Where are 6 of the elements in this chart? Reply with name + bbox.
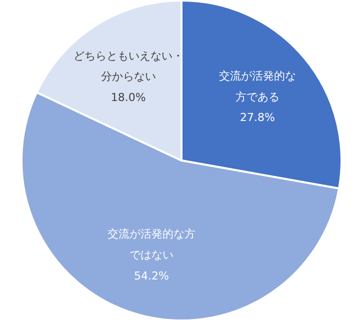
slice-label: 交流が活発的な方ではない (107, 228, 196, 262)
slice-label: どちらともいえない・分からない (73, 49, 184, 84)
slice-label: 交流が活発的な方である (219, 69, 296, 104)
data-label: 27.8% (240, 111, 276, 124)
data-label: 54.2% (134, 269, 169, 282)
data-label: 18.0% (110, 91, 146, 104)
